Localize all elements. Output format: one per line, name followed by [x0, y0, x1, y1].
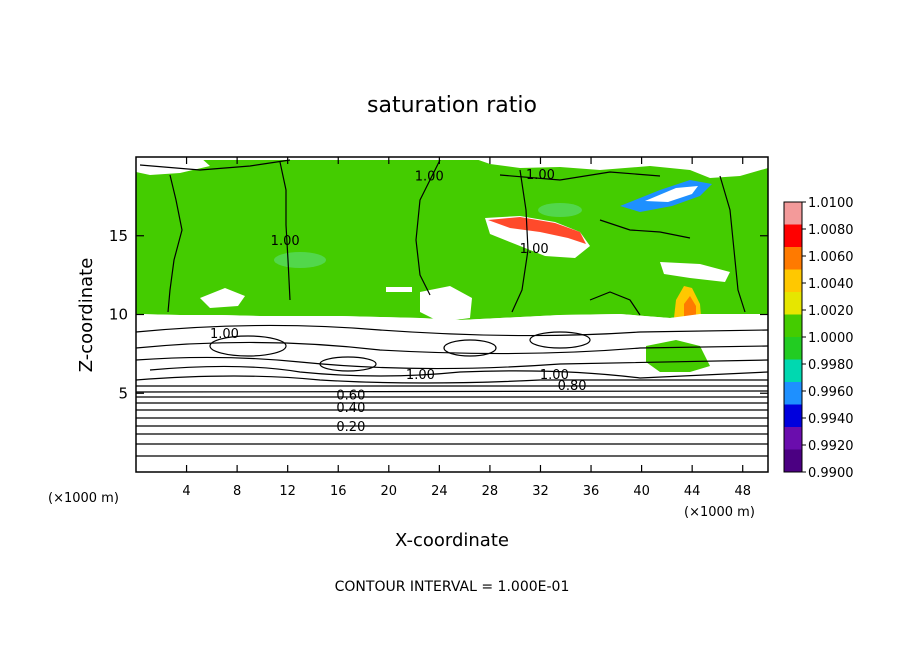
colorbar-label: 1.0060 — [808, 250, 854, 265]
white-cloud-left — [200, 288, 245, 308]
contour-line — [529, 331, 591, 349]
colorbar-swatch — [784, 449, 802, 473]
contour-interval-note: CONTOUR INTERVAL = 1.000E-01 — [335, 579, 570, 595]
contour-line — [167, 174, 183, 313]
contour-line — [511, 169, 529, 313]
x-tick-label: 16 — [330, 484, 347, 499]
contour-line — [209, 335, 287, 357]
top-white-patch-left — [136, 157, 210, 175]
contour-line — [136, 356, 768, 370]
colorbar: 1.0100 1.0080 1.0060 1.0040 1.0020 1.0000 0.99… — [783, 196, 854, 481]
lower-subsaturated-region — [136, 314, 768, 472]
contour-line — [136, 324, 768, 337]
white-band-upper-rim — [488, 217, 586, 244]
colorbar-swatch — [784, 404, 802, 428]
upper-moist-region — [136, 160, 768, 320]
contour-line — [149, 365, 768, 379]
cyan-patch-1 — [274, 252, 326, 268]
colorbar-swatch — [784, 292, 802, 315]
contour-line — [139, 159, 291, 171]
contour-label: 1.00 — [210, 327, 239, 342]
contour-lines — [136, 159, 768, 457]
white-patch-right — [660, 262, 730, 282]
contour-line — [589, 291, 641, 316]
x-tick-label: 48 — [734, 484, 751, 499]
colorbar-label: 0.9900 — [808, 466, 854, 481]
contour-labels: 1.001.00 1.001.001.001.00 1.000.800.600.40… — [210, 168, 587, 435]
x-tick-label: 8 — [233, 484, 241, 499]
colorbar-swatch — [784, 427, 802, 450]
x-tick-label: 24 — [431, 484, 448, 499]
contour-label: 1.00 — [415, 170, 444, 185]
y-tick-label: 15 — [109, 227, 128, 245]
contour-label: 0.20 — [336, 420, 365, 435]
colorbar-label: 0.9920 — [808, 439, 854, 454]
contour-line — [599, 219, 691, 239]
contour-line — [136, 390, 768, 393]
cyan-patch-2 — [538, 203, 582, 217]
contour-label: 0.80 — [558, 379, 587, 394]
colorbar-swatch — [784, 382, 802, 405]
contour-label: 1.00 — [406, 368, 435, 383]
colorbar-label: 0.9940 — [808, 412, 854, 427]
y-axis-label: Z-coordinate — [76, 258, 97, 373]
colorbar-swatch — [784, 202, 802, 225]
contour-line — [719, 175, 746, 313]
x-axis-unit-label: (×1000 m) — [684, 505, 755, 520]
colorbar-label: 0.9960 — [808, 385, 854, 400]
x-tick-label: 32 — [532, 484, 549, 499]
colorbar-label: 1.0040 — [808, 277, 854, 292]
colorbar-swatch — [784, 314, 802, 338]
x-axis-ticks: 4 8 12 16 20 24 28 32 36 40 44 48 — [182, 157, 751, 499]
top-white-patch-right — [470, 157, 768, 178]
colorbar-label: 1.0080 — [808, 223, 854, 238]
contour-label: 0.60 — [336, 389, 365, 404]
y-axis-ticks: 5 10 15 — [109, 227, 768, 402]
colorbar-label: 0.9980 — [808, 358, 854, 373]
x-axis-label: X-coordinate — [395, 530, 509, 551]
x-tick-label: 20 — [381, 484, 398, 499]
contour-label: 0.40 — [336, 401, 365, 416]
contour-label: 1.00 — [520, 242, 549, 257]
contour-label: 1.00 — [271, 234, 300, 249]
colorbar-label: 1.0100 — [808, 196, 854, 211]
y-axis-unit-label: (×1000 m) — [48, 491, 119, 506]
x-tick-label: 36 — [583, 484, 600, 499]
contour-line — [499, 171, 661, 181]
shaded-field — [136, 157, 768, 472]
x-tick-label: 44 — [684, 484, 701, 499]
x-tick-label: 4 — [182, 484, 190, 499]
contour-label: 1.00 — [526, 168, 555, 183]
colorbar-swatch — [784, 247, 802, 270]
colorbar-swatch — [784, 269, 802, 293]
colorbar-swatch — [784, 224, 802, 248]
white-dash — [386, 287, 412, 292]
colorbar-label: 1.0000 — [808, 331, 854, 346]
colorbar-swatch — [784, 359, 802, 383]
contour-line — [415, 159, 441, 296]
colorbar-swatch — [784, 337, 802, 360]
y-tick-label: 5 — [118, 384, 128, 402]
chart-title: saturation ratio — [367, 93, 537, 118]
x-tick-label: 12 — [279, 484, 296, 499]
x-tick-label: 40 — [633, 484, 650, 499]
x-tick-label: 28 — [482, 484, 499, 499]
blue-streak-core — [645, 186, 698, 202]
white-cloud-mid — [420, 286, 472, 322]
contour-line — [279, 161, 291, 301]
contour-line — [319, 356, 377, 372]
contour-line — [443, 339, 497, 357]
contour-line — [136, 341, 768, 355]
contour-label: 1.00 — [540, 368, 569, 383]
y-tick-label: 10 — [109, 306, 128, 324]
colorbar-label: 1.0020 — [808, 304, 854, 319]
contour-line — [136, 375, 768, 384]
